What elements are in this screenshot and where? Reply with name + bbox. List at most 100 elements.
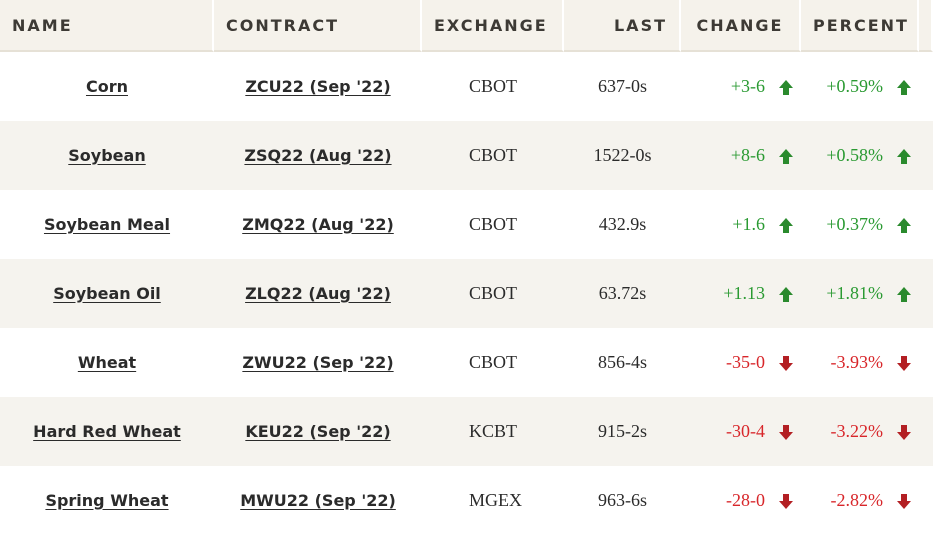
cell-name: Soybean Oil — [0, 259, 214, 328]
cell-exchange: CBOT — [422, 121, 564, 190]
percent-value: -3.93% — [830, 352, 884, 372]
cell-contract: MWU22 (Sep '22) — [214, 466, 422, 535]
change-value: -35-0 — [726, 352, 765, 372]
row-edge — [919, 52, 933, 121]
arrow-up-icon — [779, 287, 793, 303]
percent-value: -3.22% — [830, 421, 884, 441]
cell-last: 1522-0s — [564, 121, 681, 190]
cell-exchange: MGEX — [469, 490, 522, 510]
cell-change: +1.13 — [681, 259, 801, 328]
table-row: Soybean Oil ZLQ22 (Aug '22) CBOT 63.72s … — [0, 259, 933, 328]
table-row: Wheat ZWU22 (Sep '22) CBOT 856-4s -35-0 … — [0, 328, 933, 397]
commodity-link[interactable]: Corn — [85, 76, 128, 96]
column-header-percent[interactable]: PERCENT — [801, 0, 919, 52]
contract-link[interactable]: ZMQ22 (Aug '22) — [242, 214, 394, 234]
column-header-last[interactable]: LAST — [564, 0, 681, 52]
contract-link[interactable]: ZWU22 (Sep '22) — [242, 352, 394, 372]
cell-change: -35-0 — [681, 328, 801, 397]
cell-percent: +0.37% — [801, 190, 919, 259]
commodity-link[interactable]: Soybean Meal — [43, 214, 171, 234]
commodity-link[interactable]: Soybean Oil — [53, 283, 161, 303]
header-row: NAME CONTRACT EXCHANGE LAST CHANGE PERCE… — [0, 0, 933, 52]
cell-name: Hard Red Wheat — [0, 397, 214, 466]
header-edge — [919, 0, 933, 52]
percent-value: +0.58% — [826, 145, 883, 165]
cell-last: 637-0s — [598, 76, 647, 96]
cell-name: Soybean — [0, 121, 214, 190]
table-row: Soybean Meal ZMQ22 (Aug '22) CBOT 432.9s… — [0, 190, 933, 259]
commodity-link[interactable]: Wheat — [77, 352, 137, 372]
cell-exchange: KCBT — [422, 397, 564, 466]
arrow-down-icon — [779, 356, 793, 372]
cell-contract: ZSQ22 (Aug '22) — [214, 121, 422, 190]
cell-contract: ZMQ22 (Aug '22) — [214, 190, 422, 259]
percent-value: +0.59% — [826, 76, 883, 96]
commodity-link[interactable]: Spring Wheat — [45, 490, 169, 510]
contract-link[interactable]: ZCU22 (Sep '22) — [245, 76, 391, 96]
change-value: +1.13 — [723, 283, 765, 303]
cell-exchange: CBOT — [469, 352, 518, 372]
cell-last: 63.72s — [564, 259, 681, 328]
row-edge — [919, 121, 933, 190]
cell-exchange: CBOT — [469, 76, 518, 96]
cell-change: -28-0 — [681, 466, 801, 535]
arrow-down-icon — [897, 494, 911, 510]
percent-value: +1.81% — [826, 283, 883, 303]
row-edge — [919, 466, 933, 535]
commodity-link[interactable]: Hard Red Wheat — [33, 421, 181, 441]
cell-change: +3-6 — [681, 52, 801, 121]
row-edge — [919, 259, 933, 328]
cell-contract: ZCU22 (Sep '22) — [214, 52, 422, 121]
arrow-up-icon — [779, 80, 793, 96]
arrow-up-icon — [779, 149, 793, 165]
cell-name: Spring Wheat — [0, 466, 214, 535]
cell-percent: -2.82% — [801, 466, 919, 535]
table-row: Soybean ZSQ22 (Aug '22) CBOT 1522-0s +8-… — [0, 121, 933, 190]
percent-value: +0.37% — [826, 214, 883, 234]
column-header-contract[interactable]: CONTRACT — [214, 0, 422, 52]
cell-last: 432.9s — [598, 214, 647, 234]
cell-change: -30-4 — [681, 397, 801, 466]
cell-percent: +0.59% — [801, 52, 919, 121]
cell-percent: -3.22% — [801, 397, 919, 466]
arrow-up-icon — [897, 80, 911, 96]
table-row: Corn ZCU22 (Sep '22) CBOT 637-0s +3-6 +0… — [0, 52, 933, 121]
cell-change: +1.6 — [681, 190, 801, 259]
contract-link[interactable]: KEU22 (Sep '22) — [245, 421, 391, 441]
table-row: Spring Wheat MWU22 (Sep '22) MGEX 963-6s… — [0, 466, 933, 535]
commodity-link[interactable]: Soybean — [68, 145, 146, 165]
contract-link[interactable]: MWU22 (Sep '22) — [240, 490, 396, 510]
arrow-up-icon — [779, 218, 793, 234]
change-value: -28-0 — [726, 490, 765, 510]
arrow-down-icon — [897, 425, 911, 441]
arrow-down-icon — [897, 356, 911, 372]
cell-percent: +0.58% — [801, 121, 919, 190]
contract-link[interactable]: ZSQ22 (Aug '22) — [244, 145, 392, 165]
cell-last: 963-6s — [598, 490, 647, 510]
change-value: +8-6 — [730, 145, 765, 165]
row-edge — [919, 190, 933, 259]
cell-change: +8-6 — [681, 121, 801, 190]
percent-value: -2.82% — [830, 490, 884, 510]
column-header-name[interactable]: NAME — [0, 0, 214, 52]
arrow-up-icon — [897, 287, 911, 303]
cell-contract: KEU22 (Sep '22) — [214, 397, 422, 466]
change-value: +3-6 — [730, 76, 765, 96]
arrow-down-icon — [779, 425, 793, 441]
change-value: -30-4 — [726, 421, 765, 441]
arrow-up-icon — [897, 218, 911, 234]
row-edge — [919, 397, 933, 466]
column-header-change[interactable]: CHANGE — [681, 0, 801, 52]
cell-exchange: CBOT — [422, 259, 564, 328]
cell-name: Soybean Meal — [0, 190, 214, 259]
cell-contract: ZWU22 (Sep '22) — [214, 328, 422, 397]
cell-percent: +1.81% — [801, 259, 919, 328]
arrow-down-icon — [779, 494, 793, 510]
arrow-up-icon — [897, 149, 911, 165]
contract-link[interactable]: ZLQ22 (Aug '22) — [245, 283, 391, 303]
column-header-exchange[interactable]: EXCHANGE — [422, 0, 564, 52]
cell-name: Wheat — [0, 328, 214, 397]
change-value: +1.6 — [732, 214, 765, 234]
cell-percent: -3.93% — [801, 328, 919, 397]
